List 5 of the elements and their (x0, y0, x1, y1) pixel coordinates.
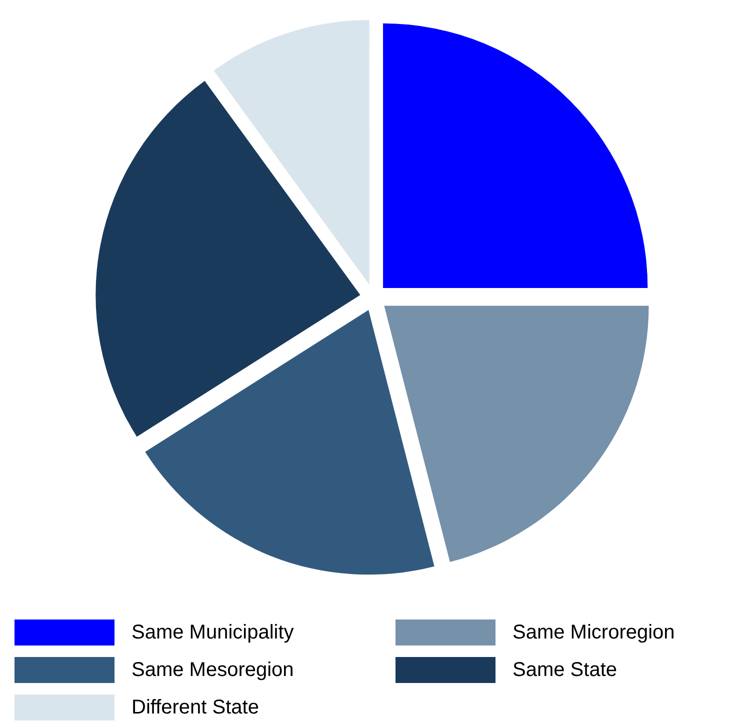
legend-label: Same Mesoregion (132, 659, 294, 681)
legend-label: Same Microregion (512, 622, 675, 644)
legend-label: Same State (512, 659, 618, 681)
legend-label: Same Municipality (132, 622, 294, 644)
legend-label: Different State (132, 696, 259, 718)
